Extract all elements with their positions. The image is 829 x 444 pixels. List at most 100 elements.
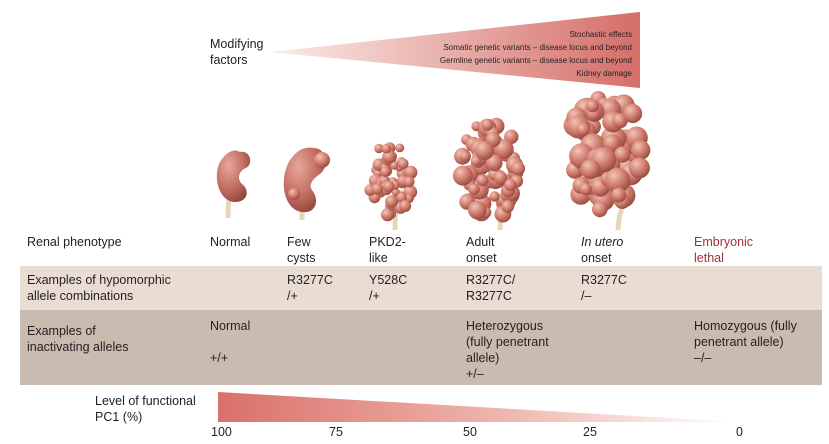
factor-stochastic: Stochastic effects [569,30,632,39]
pc1-tick-50: 50 [463,425,477,439]
cyst [374,143,384,154]
cyst [580,159,601,180]
kidney-normal [216,150,251,219]
cyst [381,143,392,154]
cyst [592,201,608,218]
cyst [403,176,415,188]
phenotype-adult-line2: onset [466,251,497,265]
hypomorphic-band [20,266,822,310]
phenotype-pkd2-like: PKD2- like [369,234,406,266]
inact-het-line1: Heterozygous [466,319,544,333]
pc1-tick-75: 75 [329,425,343,439]
phenotype-few-cysts-line1: Few [287,235,311,249]
hypo-adult-line2: R3277C [466,289,512,303]
cyst [380,208,395,222]
cyst [623,103,643,124]
pc1-tick-25: 25 [583,425,597,439]
cyst [385,195,398,208]
factor-germline: Germline genetic variants – disease locu… [439,56,632,65]
hypomorphic-label-line1: Examples of hypomorphic [27,273,171,287]
inact-heterozygous: Heterozygous (fully penetrant allele) +/… [466,318,549,382]
kidney-illustrations [216,91,651,230]
inactivating-label: Examples of inactivating alleles [27,323,128,355]
cyst [452,165,473,186]
kidney-pkd2-like [364,142,418,230]
cyst [474,140,494,161]
cyst [459,151,471,162]
cyst [485,154,503,172]
cyst [398,158,409,170]
cyst [489,191,500,202]
inact-het-line3: allele) [466,351,500,365]
cyst [382,180,395,193]
inactivating-band [20,310,822,385]
modifying-factors-label: Modifying factors [210,36,264,68]
cyst [576,122,590,136]
modifying-factors-triangle [270,12,640,88]
cyst [404,165,418,179]
pc1-wedge-shape [218,392,738,422]
cyst [628,157,650,179]
pc1-tick-100: 100 [211,425,232,439]
hypo-pkd2-line2: /+ [369,289,380,303]
phenotype-normal-line1: Normal [210,235,251,249]
cyst [390,161,399,170]
hypo-pkd2-line1: Y528C [369,273,408,287]
cyst [501,200,515,213]
kidney-in-utero-onset [563,91,651,230]
pc1-label-line2: PC1 (%) [95,410,143,424]
inactivating-label-line2: inactivating alleles [27,340,129,354]
cyst [481,119,494,131]
phenotype-pkd2-line1: PKD2- [369,235,406,249]
hypo-adult-line1: R3277C/ [466,273,516,287]
cyst [395,143,405,153]
cyst [476,174,489,187]
hypo-few-cysts-line1: R3277C [287,273,333,287]
cyst [604,167,631,193]
inact-homo-line2: penetrant allele) [694,335,784,349]
pc1-label-line1: Level of functional [95,394,196,408]
triangle-shape [270,12,640,88]
hypomorphic-label-line2: allele combinations [27,289,134,303]
phenotype-pkd2-line2: like [369,251,388,265]
factor-kidney-damage: Kidney damage [576,69,632,78]
phenotype-in-utero-line2: onset [581,251,612,265]
cyst [579,182,592,196]
inact-normal-genotype: +/+ [210,351,229,365]
phenotype-in-utero-onset: In utero onset [581,234,623,266]
inact-homo-genotype: –/– [694,351,712,365]
cyst [511,161,526,176]
cyst [611,187,627,203]
inact-het-line2: (fully penetrant [466,335,549,349]
cyst [470,155,482,167]
inact-het-genotype: +/– [466,367,484,381]
factor-somatic: Somatic genetic variants – disease locus… [443,43,632,52]
phenotype-normal: Normal [210,234,250,250]
kidney-few-cysts [283,147,330,221]
cyst [493,170,508,185]
hypo-pkd2-like: Y528C /+ [369,272,407,304]
cyst [468,183,480,195]
phenotype-in-utero-line1: In utero [581,235,624,249]
modifying-factors-line1: Modifying [210,37,264,51]
modifying-factors-line2: factors [210,53,248,67]
cyst [614,146,631,163]
inact-normal-label: Normal [210,319,251,333]
cyst [468,200,487,220]
renal-phenotype-label: Renal phenotype [27,235,122,249]
cyst [371,183,384,195]
phenotype-embryonic-lethal: Embryonic lethal [694,234,753,266]
hypo-few-cysts-line2: /+ [287,289,298,303]
phenotype-adult-line1: Adult [466,235,495,249]
phenotype-few-cysts-line2: cysts [287,251,316,265]
cyst [586,99,599,113]
pc1-gradient-wedge [218,392,738,422]
cyst [631,140,651,160]
phenotype-embryonic-line2: lethal [694,251,724,265]
hypo-in-utero-line1: R3277C [581,273,627,287]
inact-homo-line1: Homozygous (fully [694,319,797,333]
hypo-adult-onset: R3277C/ R3277C [466,272,515,304]
hypo-few-cysts: R3277C /+ [287,272,333,304]
modifying-factors-list: Stochastic effects Somatic genetic varia… [380,28,632,84]
inact-homozygous: Homozygous (fully penetrant allele) –/– [694,318,797,366]
